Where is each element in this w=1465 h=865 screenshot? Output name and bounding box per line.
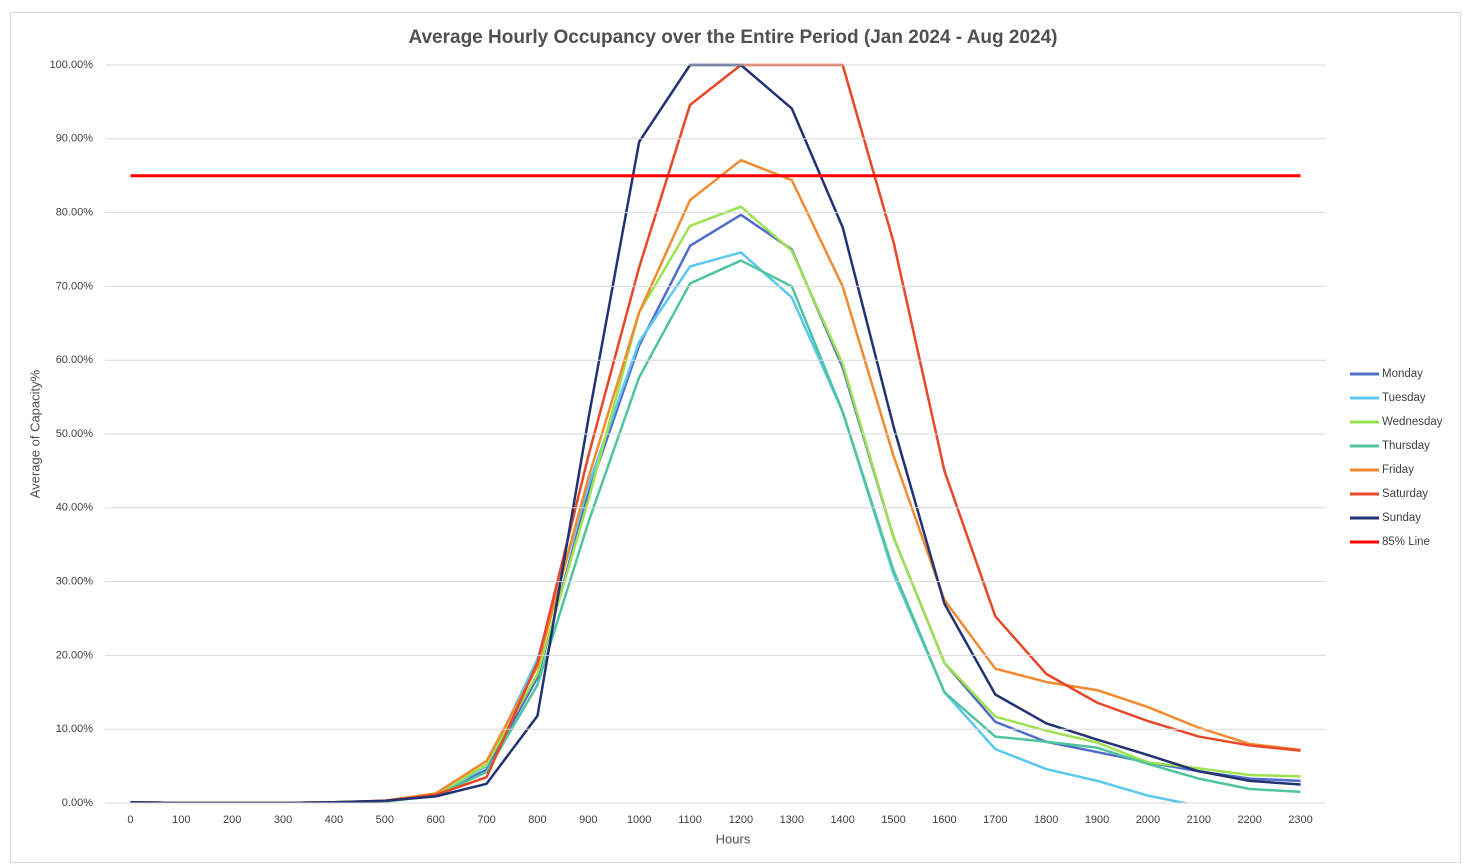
x-tick-label: 1500 (881, 814, 905, 826)
x-tick-label: 700 (477, 814, 495, 826)
y-axis-title: Average of Capacity% (27, 369, 42, 498)
y-tick-label: 80.00% (56, 207, 94, 219)
x-tick-label: 1400 (830, 814, 854, 826)
y-tick-label: 100.00% (50, 59, 94, 71)
x-tick-label: 2300 (1288, 814, 1312, 826)
x-tick-label: 1600 (932, 814, 956, 826)
legend-label: Wednesday (1382, 416, 1443, 428)
x-tick-label: 100 (172, 814, 190, 826)
legend-label: Tuesday (1382, 392, 1426, 404)
x-tick-label: 0 (127, 814, 133, 826)
x-tick-label: 1200 (729, 814, 753, 826)
x-tick-label: 300 (274, 814, 292, 826)
x-tick-label: 200 (223, 814, 241, 826)
x-tick-label: 900 (579, 814, 597, 826)
legend-label: Saturday (1382, 488, 1428, 500)
x-axis-title: Hours (716, 831, 751, 846)
x-tick-label: 600 (427, 814, 445, 826)
x-tick-label: 1800 (1034, 814, 1058, 826)
x-tick-label: 1000 (627, 814, 651, 826)
x-tick-label: 1900 (1085, 814, 1109, 826)
x-tick-label: 400 (325, 814, 343, 826)
x-tick-label: 2200 (1237, 814, 1261, 826)
y-tick-label: 40.00% (56, 502, 94, 514)
x-tick-label: 2000 (1136, 814, 1160, 826)
x-tick-label: 1300 (780, 814, 804, 826)
legend-label: Thursday (1382, 440, 1430, 452)
y-tick-label: 90.00% (56, 133, 94, 145)
legend-label: 85% Line (1382, 536, 1430, 548)
y-tick-label: 50.00% (56, 428, 94, 440)
chart-border (10, 12, 1461, 863)
y-tick-label: 20.00% (56, 649, 94, 661)
y-tick-label: 60.00% (56, 354, 94, 366)
x-tick-label: 1100 (678, 814, 702, 826)
y-tick-label: 0.00% (62, 797, 93, 809)
y-tick-label: 30.00% (56, 576, 94, 588)
legend-label: Friday (1382, 464, 1414, 476)
chart-title: Average Hourly Occupancy over the Entire… (408, 27, 1057, 48)
legend-label: Monday (1382, 368, 1423, 380)
x-tick-label: 800 (528, 814, 546, 826)
x-tick-label: 2100 (1187, 814, 1211, 826)
x-tick-label: 500 (376, 814, 394, 826)
y-tick-label: 10.00% (56, 723, 94, 735)
y-tick-label: 70.00% (56, 280, 94, 292)
x-tick-label: 1700 (983, 814, 1007, 826)
legend-label: Sunday (1382, 512, 1421, 524)
